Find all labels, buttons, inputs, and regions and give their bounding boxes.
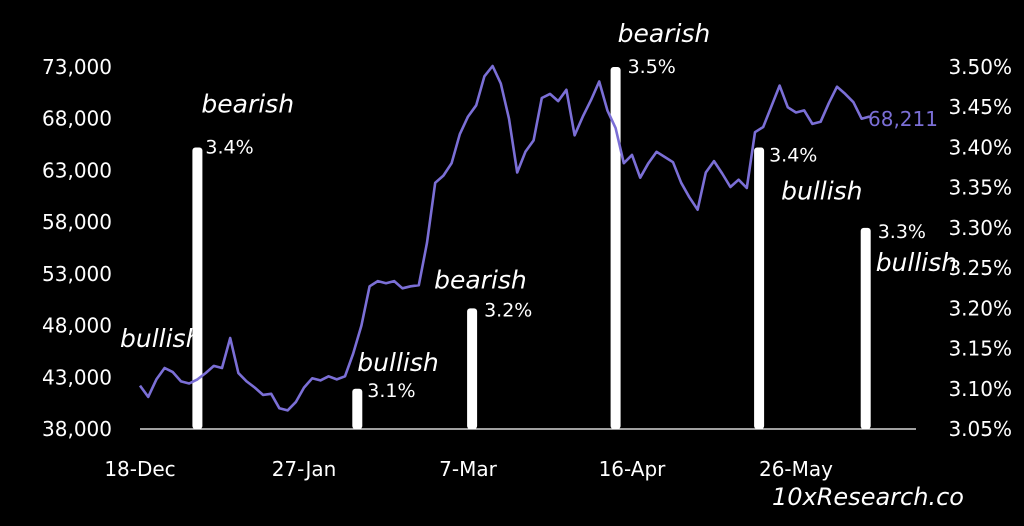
annotations-group: 3.4% bearish 3.1% bullish 3.2% bearish 3.5% bea… (120, 19, 957, 402)
rate-bar (860, 227, 871, 429)
right-y-tick-label: 3.35% (948, 176, 1012, 200)
bar-annotation-bullish: bullish (357, 348, 438, 377)
x-tick-label: 7-Mar (439, 457, 497, 481)
left-y-tick-label: 58,000 (42, 210, 112, 234)
left-y-tick-label: 53,000 (42, 262, 112, 286)
right-y-tick-label: 3.50% (948, 55, 1012, 79)
left-y-tick-label: 38,000 (42, 417, 112, 441)
bar-annotation-bearish: bearish (618, 19, 711, 48)
price-line (138, 64, 871, 412)
rate-bar (754, 147, 765, 429)
bar-value-label: 3.5% (628, 56, 676, 78)
x-tick-label: 27-Jan (272, 457, 337, 481)
rate-bar (467, 308, 478, 429)
bar-value-label: 3.4% (205, 136, 253, 158)
last-price-label: 68,211 (868, 107, 938, 131)
bar-value-label: 3.3% (878, 221, 926, 243)
bar-annotation-bullish: bullish (876, 248, 957, 277)
x-tick-label: 16-Apr (599, 457, 667, 481)
right-y-tick-label: 3.40% (948, 135, 1012, 159)
left-y-tick-label: 63,000 (42, 158, 112, 182)
right-y-tick-label: 3.15% (948, 337, 1012, 361)
price-line-group (138, 64, 871, 412)
left-y-tick-label: 48,000 (42, 314, 112, 338)
bar-value-label: 3.1% (367, 380, 415, 402)
left-y-tick-label: 43,000 (42, 365, 112, 389)
rate-bar (352, 388, 363, 429)
right-y-tick-label: 3.30% (948, 216, 1012, 240)
bar-value-label: 3.2% (484, 299, 532, 321)
bars-group (192, 67, 871, 429)
right-y-tick-label: 3.20% (948, 296, 1012, 320)
right-y-tick-label: 3.10% (948, 377, 1012, 401)
right-y-tick-label: 3.05% (948, 417, 1012, 441)
bar-annotation-bearish: bearish (434, 265, 527, 294)
bar-annotation-bullish: bullish (781, 176, 862, 205)
line-annotation-bullish: bullish (120, 324, 201, 353)
x-tick-label: 26-May (759, 457, 833, 481)
x-axis: 18-Dec 27-Jan 7-Mar 16-Apr 26-May (104, 428, 916, 481)
source-label: 10xResearch.co (772, 483, 964, 511)
right-y-tick-label: 3.25% (948, 256, 1012, 280)
rate-bar (610, 67, 621, 429)
right-y-tick-label: 3.45% (948, 95, 1012, 119)
left-y-tick-label: 73,000 (42, 55, 112, 79)
right-y-axis: 3.50% 3.45% 3.40% 3.35% 3.30% 3.25% 3.20% 3.15%… (948, 55, 1012, 441)
x-tick-label: 18-Dec (104, 457, 175, 481)
left-y-axis: 73,000 68,000 63,000 58,000 53,000 48,000 43,0… (42, 55, 112, 441)
bar-value-label: 3.4% (769, 144, 817, 166)
left-y-tick-label: 68,000 (42, 107, 112, 131)
bar-annotation-bearish: bearish (201, 89, 294, 118)
rate-bar (192, 147, 203, 429)
